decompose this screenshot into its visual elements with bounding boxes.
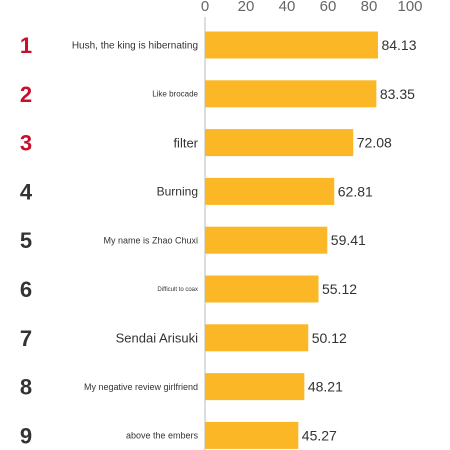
bar (205, 421, 299, 449)
category-label: Like brocade (152, 90, 198, 99)
category-label: Sendai Arisuki (116, 330, 198, 345)
rank-label: 6 (20, 277, 32, 302)
bar-row: 4 Burning 62.81 (20, 177, 373, 205)
value-label: 72.08 (357, 135, 392, 151)
bar (205, 31, 378, 59)
category-label: My name is Zhao Chuxi (103, 235, 198, 245)
value-label: 84.13 (381, 37, 416, 53)
category-label: Hush, the king is hibernating (72, 41, 198, 52)
bar (205, 373, 305, 401)
x-axis-ticks: 0 20 40 60 80 100 (201, 0, 423, 15)
rank-label: 7 (20, 326, 32, 351)
bar (205, 129, 354, 157)
x-tick-label: 80 (361, 0, 378, 15)
rank-label: 5 (20, 228, 32, 253)
bar-row: 1 Hush, the king is hibernating 84.13 (20, 31, 417, 59)
bar-row: 5 My name is Zhao Chuxi 59.41 (20, 226, 366, 254)
bar-row: 3 filter 72.08 (20, 129, 392, 157)
x-tick-label: 0 (201, 0, 209, 15)
category-label: above the embers (126, 431, 199, 441)
bar-rows: 1 Hush, the king is hibernating 84.13 2 Like… (20, 31, 417, 449)
value-label: 59.41 (331, 232, 366, 248)
rank-label: 4 (20, 179, 33, 204)
bar-row: 6 Difficult to coax 55.12 (20, 275, 357, 303)
bar-row: 8 My negative review girlfriend 48.21 (20, 373, 343, 401)
bar (205, 177, 335, 205)
rank-label: 3 (20, 131, 32, 156)
category-label: My negative review girlfriend (84, 382, 198, 392)
x-tick-label: 20 (238, 0, 255, 15)
value-label: 45.27 (302, 427, 337, 443)
bar-row: 9 above the embers 45.27 (20, 421, 337, 449)
x-tick-label: 60 (320, 0, 337, 15)
category-label: filter (173, 135, 198, 150)
bar (205, 80, 377, 108)
value-label: 62.81 (338, 183, 373, 199)
value-label: 48.21 (308, 379, 343, 395)
category-label: Difficult to coax (157, 287, 198, 293)
bar-row: 7 Sendai Arisuki 50.12 (20, 324, 347, 352)
value-label: 55.12 (322, 281, 357, 297)
rank-label: 2 (20, 82, 32, 107)
rank-label: 8 (20, 375, 32, 400)
x-tick-label: 40 (279, 0, 296, 15)
rank-label: 9 (20, 423, 32, 448)
category-label: Burning (157, 185, 198, 199)
bar (205, 275, 319, 303)
rank-label: 1 (20, 33, 32, 58)
value-label: 83.35 (380, 86, 415, 102)
value-label: 50.12 (312, 330, 347, 346)
bar-row: 2 Like brocade 83.35 (20, 80, 415, 108)
bar (205, 226, 328, 254)
bar (205, 324, 309, 352)
x-tick-label: 100 (397, 0, 422, 15)
